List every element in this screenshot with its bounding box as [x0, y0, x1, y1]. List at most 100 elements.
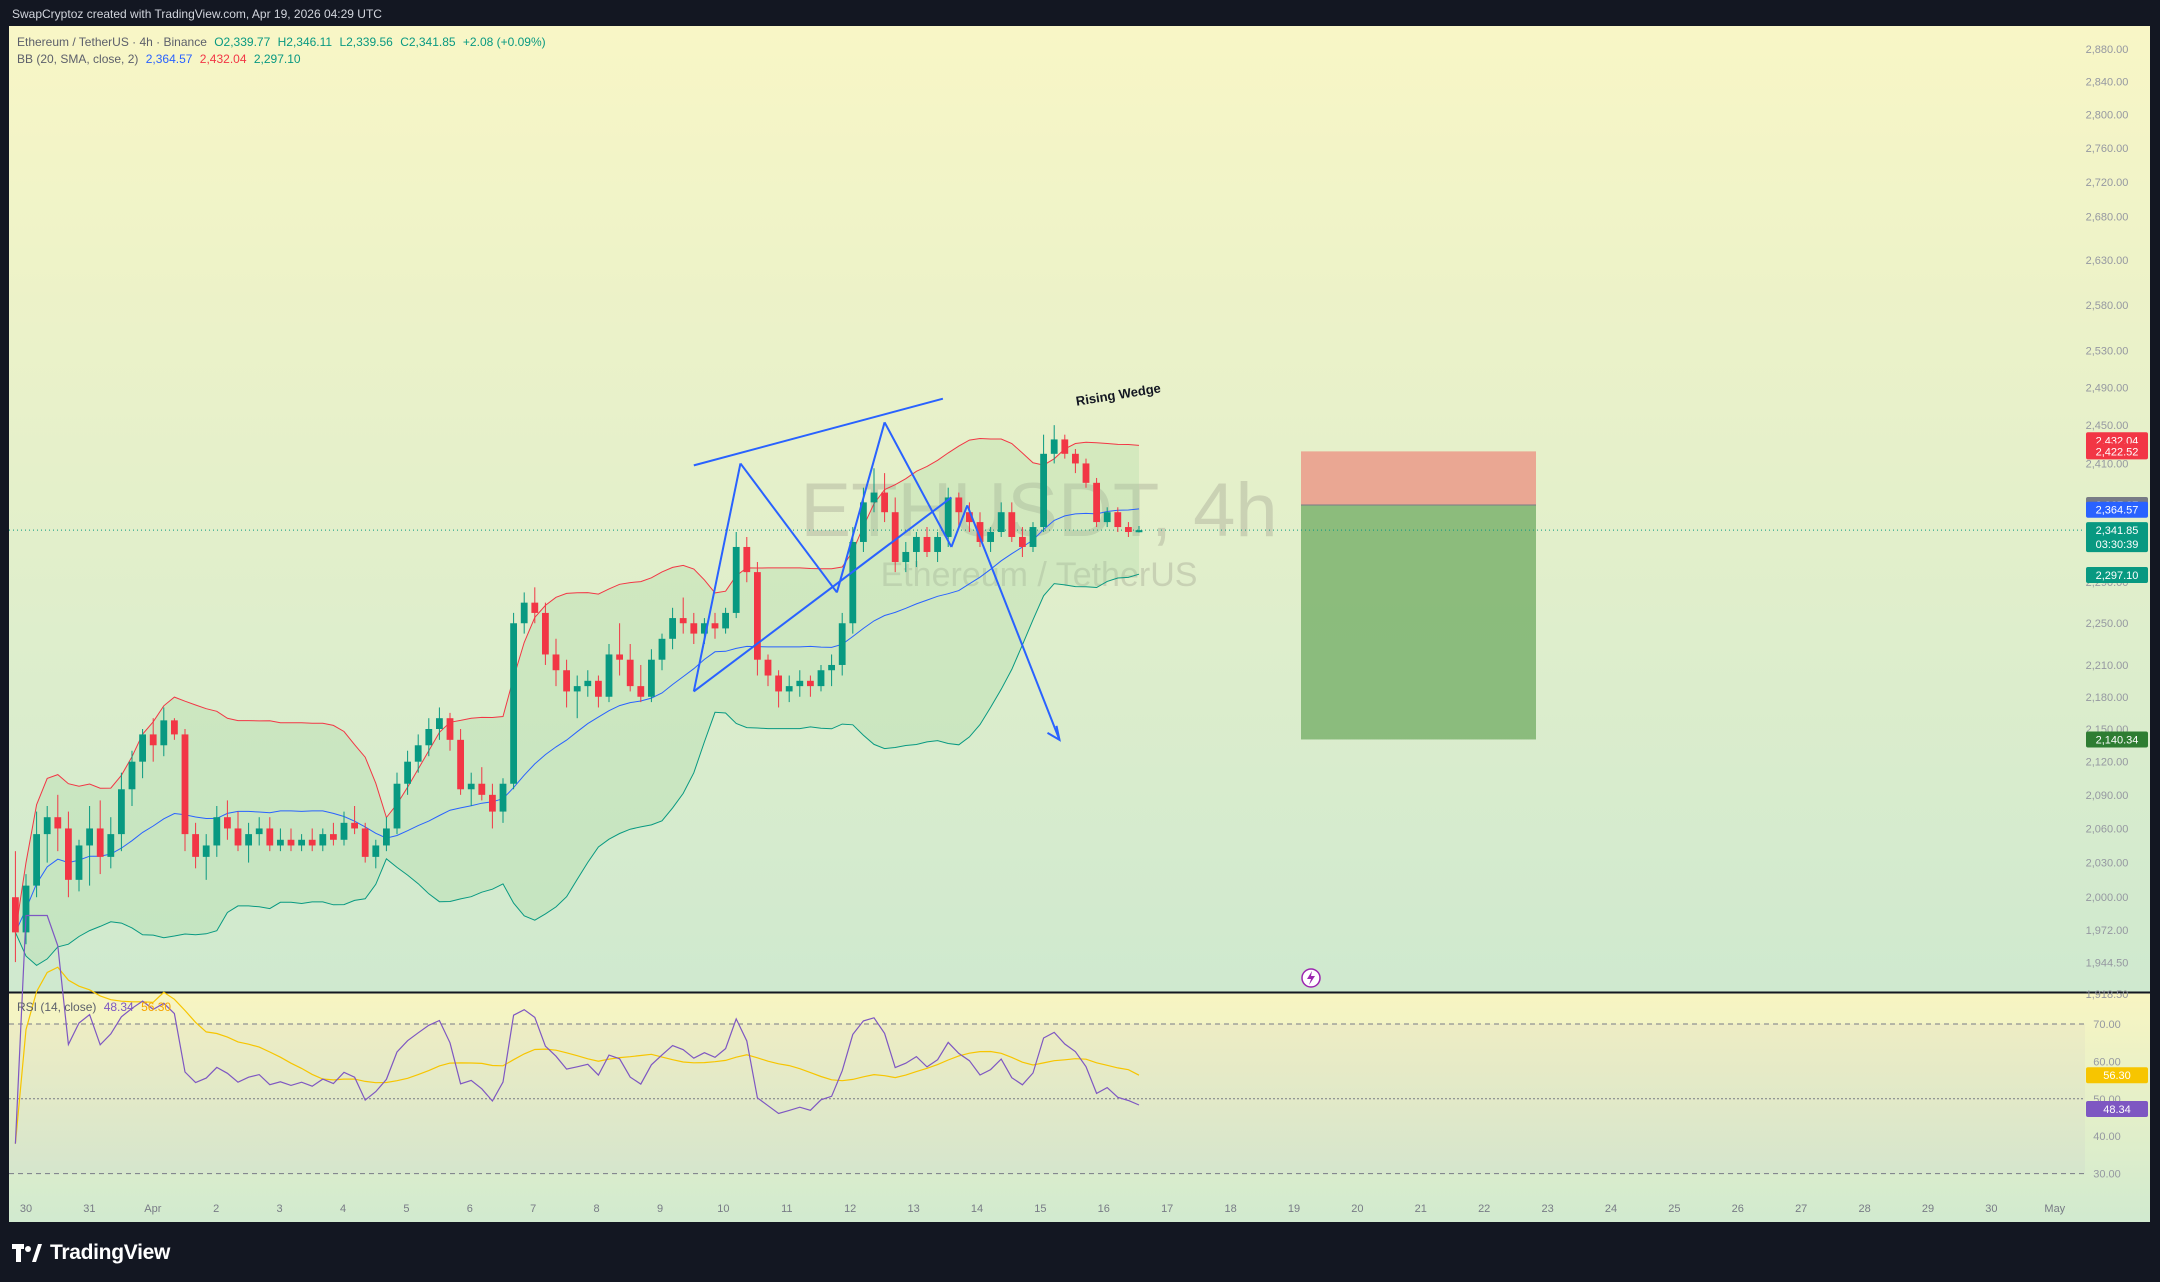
price-tick-label: 2,180.00 [2086, 692, 2129, 704]
price-label-4: 2,341.85 [2096, 525, 2139, 537]
candle-body [1082, 463, 1090, 483]
price-tick-label: 2,760.00 [2086, 143, 2129, 155]
candle-body [202, 845, 210, 857]
candle-body [54, 817, 62, 829]
time-tick-label: 9 [657, 1203, 663, 1215]
time-tick-label: 3 [277, 1203, 283, 1215]
rsi-axis-label: 48.34 [2103, 1104, 2131, 1116]
wedge-lower-trendline [693, 496, 952, 693]
price-tick-label: 2,120.00 [2086, 757, 2129, 769]
ohlc-open: O2,339.77 [214, 35, 271, 49]
price-tick-label: 2,030.00 [2086, 858, 2129, 870]
time-tick-label: 30 [20, 1203, 32, 1215]
projection-arrow-line [966, 504, 1061, 741]
candle-body [1114, 512, 1122, 528]
bottom-bar: TradingView [0, 1222, 2160, 1282]
candle-body [764, 659, 772, 676]
price-tick-label: 2,680.00 [2086, 211, 2129, 223]
price-label-3-bg [2086, 501, 2148, 518]
time-tick-label: 12 [844, 1203, 856, 1215]
rsi-tick-label: 60.00 [2093, 1056, 2121, 1068]
candle-body [1135, 530, 1143, 533]
candle-body [404, 761, 411, 784]
candle-body [987, 532, 994, 542]
ohlc-change: +2.08 (+0.09%) [462, 35, 546, 49]
price-tick-label: 2,250.00 [2086, 618, 2129, 630]
wedge-upper-trendline [693, 397, 944, 467]
price-tick-label: 1,918.50 [2086, 989, 2129, 1001]
wedge-zigzag-segment [692, 463, 742, 692]
candle-body [785, 686, 793, 692]
price-tick-label: 2,410.00 [2086, 458, 2129, 470]
rsi-pane [9, 914, 2085, 1175]
tradingview-logo[interactable]: TradingView [12, 1241, 170, 1265]
candle-body [118, 789, 125, 835]
candle-body [838, 623, 846, 665]
candle-body [128, 761, 136, 790]
candle-body [584, 680, 592, 687]
candle-body [605, 654, 613, 697]
candle-body [955, 497, 963, 513]
candle-body [414, 745, 422, 762]
candle-body [1040, 453, 1047, 528]
candle-body [107, 834, 115, 857]
chart-frame[interactable]: ETHUSDT, 4h Ethereum / TetherUS Rising W… [9, 26, 2150, 1222]
price-tick-label: 1,944.50 [2086, 958, 2129, 970]
candle-body [86, 828, 93, 846]
candle-body [510, 623, 517, 784]
price-tick-label: 2,880.00 [2086, 44, 2129, 56]
rsi-pane-background [9, 993, 2150, 1222]
candle-body [775, 675, 782, 692]
projection-segment [950, 504, 969, 548]
candle-body [43, 817, 51, 835]
attribution-text: SwapCryptoz created with TradingView.com… [12, 7, 382, 21]
chart-canvas[interactable]: ETHUSDT, 4h Ethereum / TetherUS Rising W… [9, 26, 2150, 1222]
candle-body [743, 546, 751, 573]
time-tick-label: 14 [971, 1203, 983, 1215]
candle-body [65, 828, 72, 880]
symbol-legend[interactable]: Ethereum / TetherUS · 4h · Binance O2,33… [17, 35, 550, 49]
tradingview-logo-icon [12, 1244, 42, 1262]
bb-upper-line [14, 437, 1140, 933]
bb-upper-value: 2,432.04 [199, 52, 247, 66]
time-tick-label: 17 [1161, 1203, 1173, 1215]
candle-body [552, 654, 560, 671]
candle-body [160, 720, 168, 746]
candle-body [796, 680, 804, 687]
short-position-tool[interactable] [1301, 451, 1536, 740]
candle-body [425, 728, 433, 746]
price-tick-label: 2,450.00 [2086, 420, 2129, 432]
candle-body [351, 822, 358, 829]
time-tick-label: 13 [907, 1203, 919, 1215]
time-tick-label: 22 [1478, 1203, 1490, 1215]
candle-body [372, 845, 380, 857]
watermark-name: Ethereum / TetherUS [881, 556, 1198, 594]
candle-body [319, 834, 327, 846]
candle-body [520, 602, 528, 624]
time-tick-label: 7 [530, 1203, 536, 1215]
time-tick-label: 27 [1795, 1203, 1807, 1215]
candle-body [213, 817, 221, 846]
candle-body [287, 839, 295, 846]
time-axis[interactable]: 30 31 Apr 2 3 4 5 6 7 8 9 10 11 12 13 14 15 16 17 18 19 20 21 2… [20, 1203, 2066, 1215]
candle-body [255, 828, 263, 835]
realtime-icon[interactable] [1301, 968, 1321, 988]
candle-body [1019, 536, 1026, 547]
candle-body [881, 492, 888, 513]
time-tick-label: 4 [340, 1203, 346, 1215]
ohlc-high: H2,346.11 [277, 35, 333, 49]
candle-body [828, 664, 835, 671]
bb-legend[interactable]: BB (20, SMA, close, 2) 2,364.57 2,432.04… [17, 52, 305, 66]
candle-body [181, 734, 189, 835]
candle-body [1093, 482, 1100, 523]
candle-body [75, 845, 83, 880]
candle-body [308, 839, 316, 846]
wedge-zigzag-segment [835, 422, 886, 593]
rsi-legend[interactable]: RSI (14, close) 48.34 56.30 [17, 1000, 175, 1014]
watermark-symbol: ETHUSDT, 4h [800, 468, 1277, 553]
wedge-drawing[interactable] [692, 397, 1061, 742]
candle-body [626, 659, 634, 687]
price-tick-label: 2,490.00 [2086, 382, 2129, 394]
candle-body [934, 536, 941, 552]
candle-body [711, 623, 719, 629]
